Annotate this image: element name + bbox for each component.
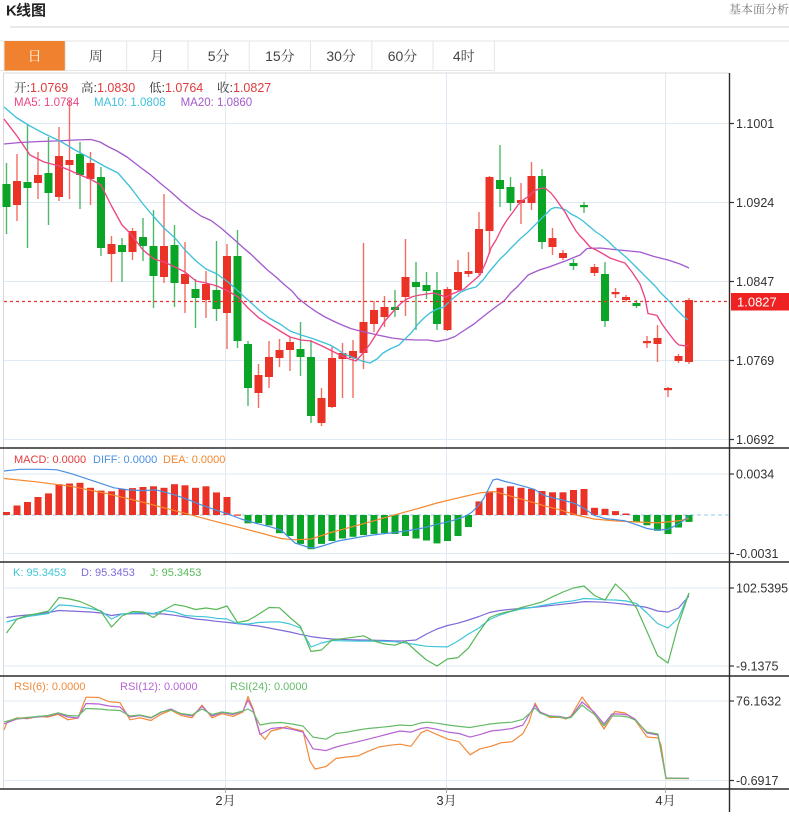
svg-text:K: 95.3453: K: 95.3453 xyxy=(13,567,66,579)
svg-text:-0.6917: -0.6917 xyxy=(736,774,778,788)
svg-text:3: 3 xyxy=(436,793,443,808)
svg-text::: : xyxy=(27,81,30,95)
svg-text:1.0830: 1.0830 xyxy=(97,81,135,95)
svg-text:-9.1375: -9.1375 xyxy=(736,660,778,674)
svg-text:4: 4 xyxy=(655,793,662,808)
svg-text:1.0847: 1.0847 xyxy=(736,275,774,289)
svg-text:1.0827: 1.0827 xyxy=(233,81,271,95)
svg-text:0.0034: 0.0034 xyxy=(736,468,774,482)
svg-text:60: 60 xyxy=(388,48,404,64)
svg-text:1.0769: 1.0769 xyxy=(736,354,774,368)
svg-text:MACD: 0.0000: MACD: 0.0000 xyxy=(14,454,86,466)
svg-text::: : xyxy=(230,81,233,95)
svg-text:RSI(24): 0.0000: RSI(24): 0.0000 xyxy=(230,681,308,693)
svg-text:K: K xyxy=(6,3,17,20)
svg-text:RSI(12): 0.0000: RSI(12): 0.0000 xyxy=(120,681,198,693)
svg-text:76.1632: 76.1632 xyxy=(736,695,781,709)
svg-text:1.0924: 1.0924 xyxy=(736,196,774,210)
svg-text::: : xyxy=(162,81,165,95)
svg-text:5: 5 xyxy=(208,48,216,64)
svg-text:1.0769: 1.0769 xyxy=(30,81,68,95)
svg-text:DIFF: 0.0000: DIFF: 0.0000 xyxy=(93,454,157,466)
svg-text:1.1001: 1.1001 xyxy=(736,117,774,131)
svg-text:MA10: 1.0808: MA10: 1.0808 xyxy=(94,97,166,109)
svg-text:102.5395: 102.5395 xyxy=(736,582,788,596)
svg-text:MA20: 1.0860: MA20: 1.0860 xyxy=(181,97,253,109)
svg-text:1.0764: 1.0764 xyxy=(165,81,203,95)
svg-text:MA5: 1.0784: MA5: 1.0784 xyxy=(14,97,80,109)
svg-text:15: 15 xyxy=(265,48,281,64)
svg-text:1.0827: 1.0827 xyxy=(737,295,777,310)
svg-text:DEA: 0.0000: DEA: 0.0000 xyxy=(163,454,225,466)
svg-text:2: 2 xyxy=(215,793,222,808)
svg-text:-0.0031: -0.0031 xyxy=(736,547,778,561)
svg-text:J: 95.3453: J: 95.3453 xyxy=(150,567,201,579)
svg-text:RSI(6): 0.0000: RSI(6): 0.0000 xyxy=(14,681,86,693)
svg-text:30: 30 xyxy=(326,48,342,64)
svg-text:1.0692: 1.0692 xyxy=(736,433,774,447)
svg-text:4: 4 xyxy=(453,48,461,64)
svg-text::: : xyxy=(94,81,97,95)
svg-text:D: 95.3453: D: 95.3453 xyxy=(81,567,135,579)
